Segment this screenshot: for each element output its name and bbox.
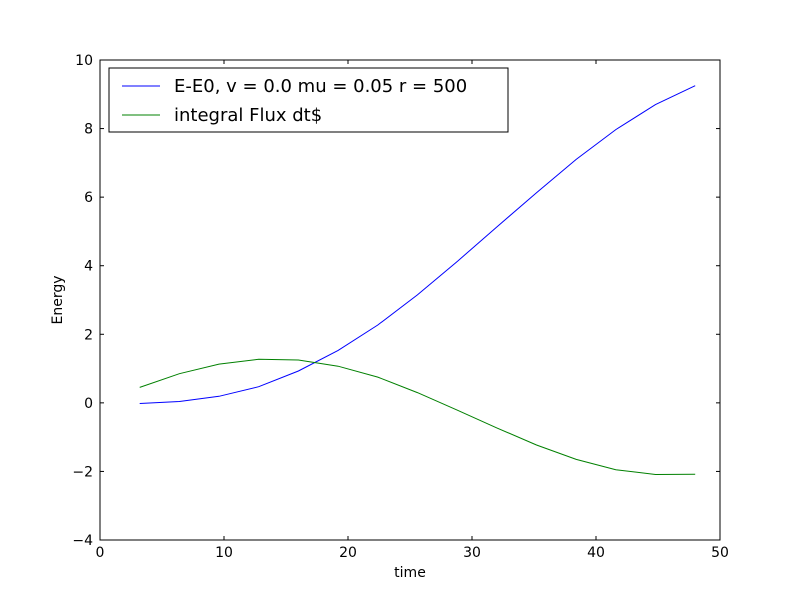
x-tick-label: 30 [463, 545, 481, 561]
y-tick-label: 2 [84, 327, 93, 343]
plot-frame [99, 59, 721, 541]
y-tick-label: 0 [84, 396, 93, 412]
y-tick-label: 4 [84, 259, 93, 275]
x-tick-label: 50 [711, 545, 729, 561]
y-tick-label: 8 [84, 122, 93, 138]
x-tick-label: 10 [215, 545, 233, 561]
y-tick-label: −2 [72, 464, 93, 480]
x-tick-label: 40 [587, 545, 605, 561]
y-tick-label: 6 [84, 190, 93, 206]
legend-label-series-1: E-E0, v = 0.0 mu = 0.05 r = 500 [174, 76, 467, 97]
ticks-layer: 0 10 20 30 40 50 −4 −2 0 2 4 6 8 10 [72, 53, 729, 561]
series-layer [139, 85, 696, 476]
series-line-1 [139, 85, 696, 404]
series-line-2 [139, 358, 696, 476]
y-axis-label: Energy [50, 275, 66, 324]
x-tick-label: 20 [339, 545, 357, 561]
x-axis-label: time [394, 565, 426, 581]
y-tick-label: 10 [75, 53, 93, 69]
legend-box [108, 67, 509, 133]
x-tick-label: 0 [96, 545, 105, 561]
legend: E-E0, v = 0.0 mu = 0.05 r = 500 integral… [108, 67, 509, 133]
y-tick-label: −4 [72, 533, 93, 549]
legend-label-series-2: integral Flux dt$ [174, 105, 322, 126]
